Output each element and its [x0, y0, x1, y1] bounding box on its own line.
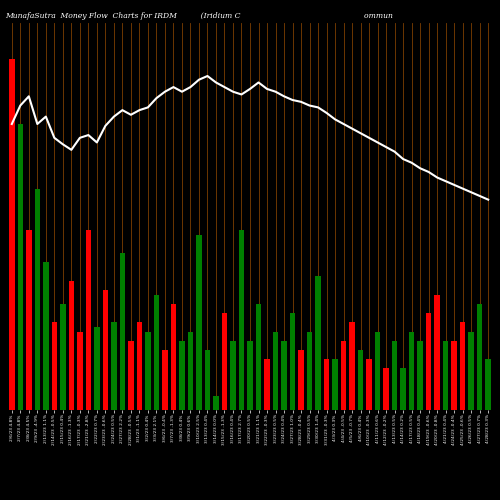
Bar: [316, 276, 321, 410]
Bar: [443, 341, 448, 410]
Bar: [86, 230, 91, 410]
Bar: [222, 313, 227, 410]
Bar: [136, 322, 142, 410]
Bar: [68, 281, 74, 410]
Bar: [375, 332, 380, 410]
Bar: [384, 368, 389, 410]
Bar: [486, 360, 491, 410]
Bar: [204, 350, 210, 410]
Bar: [409, 332, 414, 410]
Bar: [307, 332, 312, 410]
Bar: [468, 332, 474, 410]
Bar: [43, 262, 49, 410]
Bar: [477, 304, 482, 410]
Bar: [247, 341, 253, 410]
Bar: [179, 341, 184, 410]
Bar: [26, 230, 32, 410]
Bar: [460, 322, 466, 410]
Bar: [366, 360, 372, 410]
Bar: [238, 230, 244, 410]
Bar: [273, 332, 278, 410]
Bar: [196, 234, 202, 410]
Bar: [77, 332, 82, 410]
Bar: [213, 396, 218, 410]
Bar: [128, 341, 134, 410]
Bar: [162, 350, 168, 410]
Bar: [298, 350, 304, 410]
Bar: [9, 60, 15, 410]
Bar: [94, 327, 100, 410]
Bar: [154, 294, 159, 410]
Bar: [452, 341, 457, 410]
Bar: [18, 124, 23, 410]
Bar: [264, 360, 270, 410]
Bar: [102, 290, 108, 410]
Bar: [434, 294, 440, 410]
Bar: [332, 360, 338, 410]
Bar: [111, 322, 116, 410]
Bar: [324, 360, 330, 410]
Bar: [358, 350, 364, 410]
Bar: [34, 188, 40, 410]
Bar: [188, 332, 193, 410]
Bar: [426, 313, 432, 410]
Bar: [256, 304, 262, 410]
Bar: [60, 304, 66, 410]
Bar: [52, 322, 57, 410]
Bar: [341, 341, 346, 410]
Bar: [282, 341, 287, 410]
Bar: [290, 313, 296, 410]
Bar: [400, 368, 406, 410]
Bar: [120, 253, 125, 410]
Bar: [170, 304, 176, 410]
Bar: [230, 341, 236, 410]
Bar: [145, 332, 150, 410]
Bar: [392, 341, 398, 410]
Bar: [350, 322, 355, 410]
Bar: [418, 341, 423, 410]
Text: MunafaSutra  Money Flow  Charts for IRDM          (Iridium C                    : MunafaSutra Money Flow Charts for IRDM (…: [5, 12, 393, 20]
